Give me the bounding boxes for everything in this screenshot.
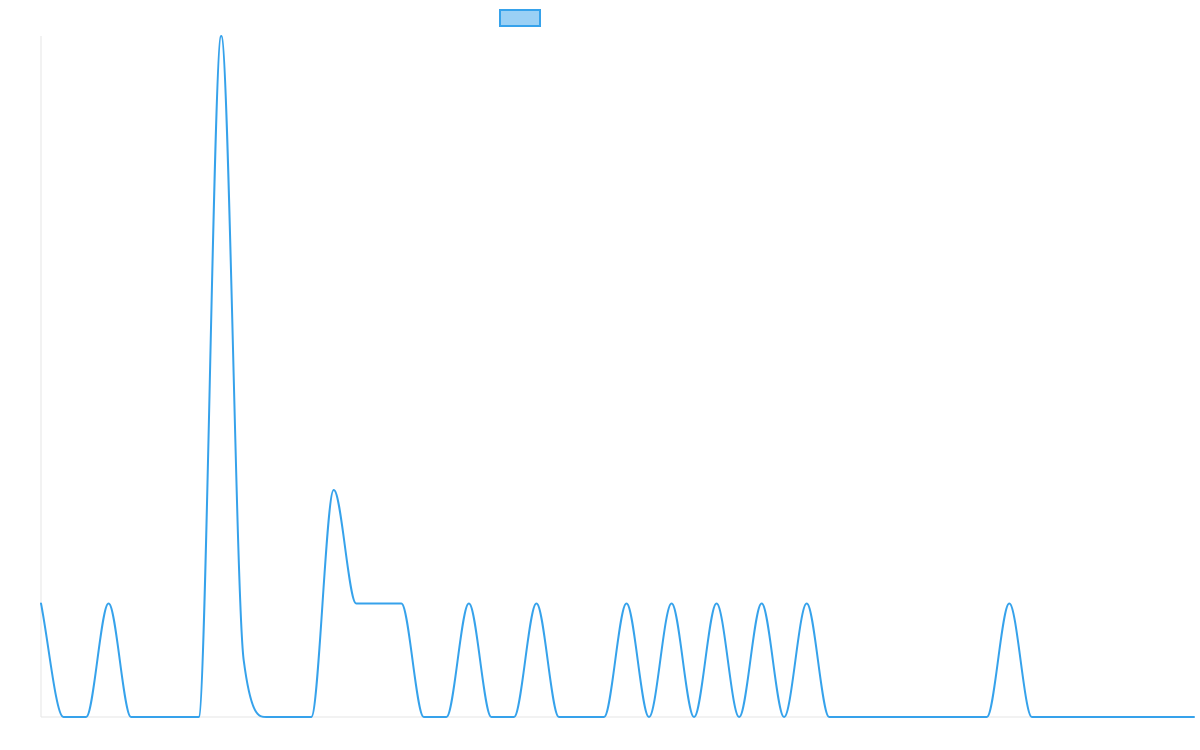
series-line-0 bbox=[40, 35, 1195, 719]
series-layer bbox=[40, 35, 1195, 719]
legend-swatch[interactable] bbox=[499, 9, 541, 27]
legend[interactable] bbox=[499, 9, 541, 27]
